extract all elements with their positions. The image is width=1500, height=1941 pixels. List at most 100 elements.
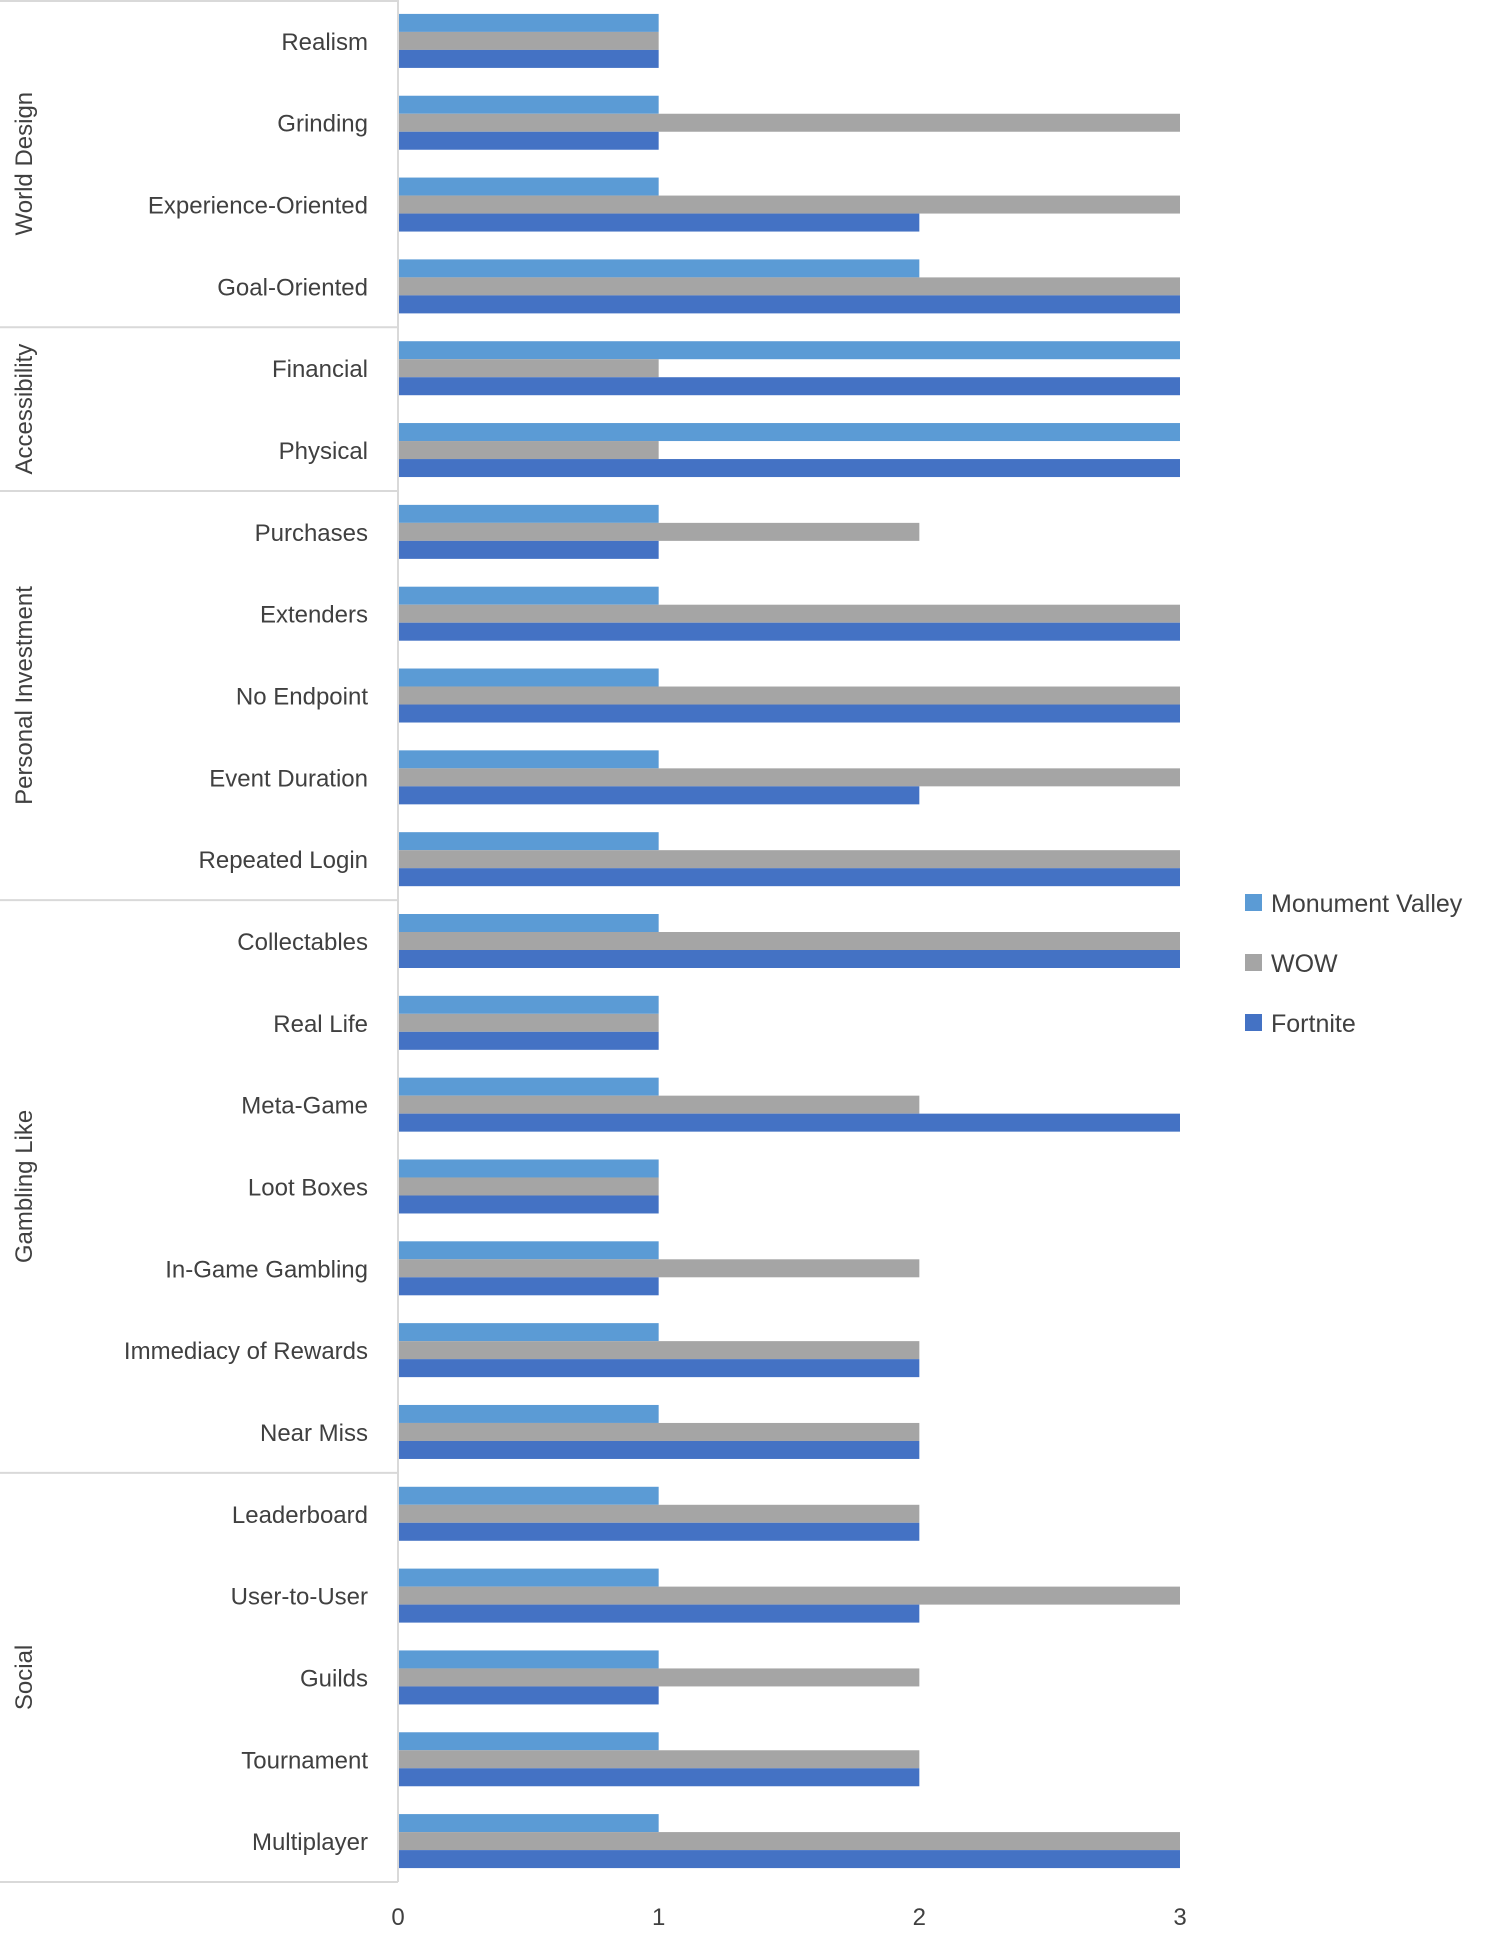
- category-label: Goal-Oriented: [217, 274, 368, 301]
- bar: [399, 1159, 659, 1178]
- x-tick-label: 2: [913, 1904, 926, 1931]
- bar: [399, 604, 1180, 623]
- bar: [399, 1095, 920, 1114]
- category-label: Leaderboard: [232, 1502, 368, 1529]
- category-label: Real Life: [273, 1011, 368, 1038]
- bar: [399, 295, 1180, 314]
- bar: [399, 377, 1180, 396]
- bar: [399, 423, 1180, 442]
- x-tick-label: 0: [391, 1904, 404, 1931]
- category-label: Loot Boxes: [248, 1174, 368, 1201]
- bar: [399, 1604, 920, 1623]
- bar: [399, 1323, 659, 1342]
- bar: [399, 995, 659, 1014]
- bar: [399, 95, 659, 114]
- bar: [399, 341, 1180, 360]
- bar: [399, 704, 1180, 723]
- legend-label: WOW: [1271, 950, 1338, 978]
- category-label: Multiplayer: [252, 1829, 368, 1856]
- category-label: User-to-User: [231, 1584, 368, 1611]
- bar: [399, 259, 920, 278]
- bar: [399, 1195, 659, 1214]
- bar: [399, 668, 659, 687]
- bar: [399, 1568, 659, 1587]
- bar: [399, 1440, 920, 1459]
- bar: [399, 768, 1180, 787]
- x-tick-label: 3: [1173, 1904, 1186, 1931]
- category-label: Collectables: [237, 929, 368, 956]
- x-axis-ticks: 0 1 2 3: [391, 1904, 1186, 1931]
- category-label: In-Game Gambling: [165, 1256, 368, 1283]
- category-label: Guilds: [300, 1665, 368, 1692]
- bar: [399, 622, 1180, 641]
- bar: [399, 213, 920, 232]
- category-label: Purchases: [255, 520, 368, 547]
- category-label: Extenders: [260, 602, 368, 629]
- bar: [399, 914, 659, 932]
- bar: [399, 1850, 1180, 1869]
- legend-swatch: [1245, 954, 1262, 971]
- legend-label: Monument Valley: [1271, 890, 1463, 918]
- legend-swatch: [1245, 894, 1262, 911]
- bar: [399, 540, 659, 559]
- bar: [399, 31, 659, 50]
- bars: [399, 13, 1180, 1869]
- bar: [399, 1814, 659, 1833]
- bar: [399, 750, 659, 769]
- bar: [399, 1832, 1180, 1851]
- bar: [399, 1586, 1180, 1605]
- bar: [399, 49, 659, 68]
- bar: [399, 459, 1180, 478]
- group-label: Social: [11, 1645, 38, 1710]
- category-label: Grinding: [277, 111, 368, 138]
- category-label: Financial: [272, 356, 368, 383]
- bar: [399, 1359, 920, 1378]
- bar: [399, 1768, 920, 1787]
- bar: [399, 1259, 920, 1278]
- bar: [399, 1404, 659, 1423]
- bar: [399, 195, 1180, 214]
- bar: [399, 1522, 920, 1541]
- bar: [399, 177, 659, 196]
- category-labels: Realism Grinding Experience-Oriented Goal-O…: [124, 29, 368, 1856]
- bar: [399, 786, 920, 805]
- bar: [399, 932, 1180, 950]
- group-label: Gambling Like: [11, 1110, 38, 1263]
- bar: [399, 1177, 659, 1196]
- bar: [399, 586, 659, 605]
- bar: [399, 504, 659, 523]
- category-label: Near Miss: [260, 1420, 368, 1447]
- bar: [399, 1486, 659, 1505]
- category-label: Tournament: [241, 1747, 368, 1774]
- axis-layer: [0, 0, 399, 1883]
- bar: [399, 1732, 659, 1751]
- bar: [399, 1422, 920, 1441]
- group-label: Accessibility: [11, 344, 38, 475]
- bar: [399, 868, 1180, 887]
- bar: [399, 1031, 659, 1050]
- bar: [399, 1504, 920, 1523]
- bar: [399, 13, 659, 32]
- bar: [399, 850, 1180, 869]
- bar: [399, 1341, 920, 1360]
- category-label: No Endpoint: [236, 684, 368, 711]
- category-label: Event Duration: [209, 765, 368, 792]
- bar: [399, 131, 659, 150]
- bar: [399, 277, 1180, 296]
- legend-label: Fortnite: [1271, 1010, 1356, 1038]
- bar: [399, 832, 659, 851]
- bar: [399, 1686, 659, 1705]
- legend: Monument Valley WOW Fortnite: [1245, 890, 1463, 1038]
- x-tick-label: 1: [652, 1904, 665, 1931]
- group-label: Personal Investment: [11, 586, 38, 805]
- category-label: Repeated Login: [199, 847, 368, 874]
- category-label: Immediacy of Rewards: [124, 1338, 368, 1365]
- category-label: Physical: [279, 438, 368, 465]
- bar: [399, 1750, 920, 1769]
- bar: [399, 1113, 1180, 1132]
- bar: [399, 950, 1180, 968]
- legend-swatch: [1245, 1014, 1262, 1031]
- bar: [399, 522, 920, 541]
- category-label: Experience-Oriented: [148, 193, 368, 220]
